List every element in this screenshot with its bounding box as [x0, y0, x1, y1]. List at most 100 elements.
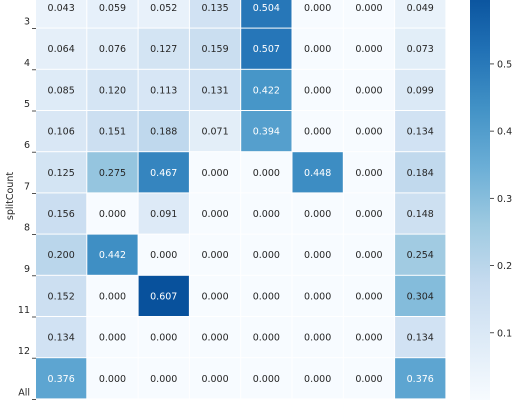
- heatmap-cell: [292, 234, 343, 275]
- heatmap-cell: [36, 275, 87, 316]
- cell-value-label: 0.000: [99, 291, 126, 302]
- heatmap-cell: [138, 234, 189, 275]
- heatmap-cell: [189, 193, 241, 234]
- colorbar-gradient: [470, 0, 490, 400]
- heatmap-cell: [36, 0, 87, 28]
- cell-value-label: 0.000: [201, 209, 228, 220]
- heatmap-cell: [241, 111, 292, 152]
- cell-value-label: 0.000: [355, 209, 382, 220]
- heatmap-cell: [138, 111, 189, 152]
- y-tick-label: 7: [24, 181, 30, 192]
- heatmap-cell: [343, 317, 395, 358]
- cell-value-label: 0.275: [99, 168, 126, 179]
- cell-value-label: 0.099: [407, 85, 434, 96]
- heatmap-cell: [138, 317, 189, 358]
- cell-value-label: 0.135: [201, 3, 228, 14]
- heatmap-cell: [395, 28, 446, 69]
- heatmap-cell: [87, 152, 138, 193]
- y-tick-label: 12: [18, 346, 30, 357]
- heatmap-cell: [189, 358, 241, 399]
- cell-value-label: 0.000: [304, 250, 331, 261]
- heatmap-cell: [241, 152, 292, 193]
- heatmap-cell: [343, 275, 395, 316]
- heatmap-cell: [36, 111, 87, 152]
- cell-value-label: 0.000: [201, 374, 228, 385]
- heatmap-cell: [36, 69, 87, 110]
- cell-value-label: 0.000: [304, 3, 331, 14]
- y-tick-label: 3: [24, 17, 30, 28]
- heatmap-cell: [87, 69, 138, 110]
- heatmap-cell: [87, 193, 138, 234]
- cell-value-label: 0.000: [355, 44, 382, 55]
- heatmap-cell: [241, 69, 292, 110]
- heatmap-cell: [395, 0, 446, 28]
- cell-value-label: 0.156: [48, 209, 75, 220]
- cell-value-label: 0.442: [99, 250, 126, 261]
- cell-value-label: 0.254: [407, 250, 434, 261]
- cell-value-label: 0.125: [48, 168, 75, 179]
- heatmap-cell: [292, 69, 343, 110]
- heatmap-cell: [87, 317, 138, 358]
- cell-value-label: 0.120: [99, 85, 126, 96]
- heatmap-cell: [138, 152, 189, 193]
- cell-value-label: 0.076: [99, 44, 126, 55]
- heatmap-cell: [343, 69, 395, 110]
- cell-value-label: 0.113: [150, 85, 177, 96]
- colorbar-tick-label: 0.2: [497, 261, 512, 272]
- heatmap-cell: [138, 275, 189, 316]
- cell-value-label: 0.467: [150, 168, 177, 179]
- cell-value-label: 0.394: [253, 127, 280, 138]
- heatmap-cell: [138, 69, 189, 110]
- cell-value-label: 0.064: [48, 44, 75, 55]
- heatmap-cell: [87, 28, 138, 69]
- cell-value-label: 0.043: [48, 3, 75, 14]
- heatmap-cell: [87, 234, 138, 275]
- cell-value-label: 0.504: [253, 3, 280, 14]
- heatmap-cell: [36, 152, 87, 193]
- heatmap-cell: [395, 317, 446, 358]
- cell-value-label: 0.000: [355, 291, 382, 302]
- heatmap-cell: [343, 28, 395, 69]
- cell-value-label: 0.152: [48, 291, 75, 302]
- colorbar-tick-label: 0.5: [497, 59, 512, 70]
- cell-value-label: 0.000: [355, 168, 382, 179]
- cell-value-label: 0.000: [99, 333, 126, 344]
- heatmap-cell: [87, 275, 138, 316]
- cell-value-label: 0.304: [407, 291, 434, 302]
- cell-value-label: 0.000: [201, 168, 228, 179]
- heatmap-cell: [138, 28, 189, 69]
- y-tick-label: 6: [24, 140, 30, 151]
- heatmap-cell: [292, 0, 343, 28]
- heatmap-cells: 0.043 0.059 0.052 0.135 0.504 0.000 0.000 0.049…: [36, 0, 446, 399]
- heatmap-cell: [241, 234, 292, 275]
- heatmap-cell: [189, 111, 241, 152]
- heatmap-cell: [343, 0, 395, 28]
- cell-value-label: 0.000: [355, 333, 382, 344]
- heatmap-cell: [189, 317, 241, 358]
- heatmap-cell: [395, 69, 446, 110]
- heatmap-cell: [138, 193, 189, 234]
- colorbar-tick-label: 0.1: [497, 328, 512, 339]
- heatmap-cell: [395, 234, 446, 275]
- heatmap-cell: [189, 152, 241, 193]
- cell-value-label: 0.049: [407, 3, 434, 14]
- cell-value-label: 0.200: [48, 250, 75, 261]
- y-axis-label: splitCount: [5, 172, 16, 220]
- cell-value-label: 0.073: [407, 44, 434, 55]
- heatmap-cell: [241, 275, 292, 316]
- cell-value-label: 0.000: [304, 291, 331, 302]
- heatmap-cell: [36, 234, 87, 275]
- cell-value-label: 0.000: [201, 333, 228, 344]
- y-tick-label: 9: [24, 264, 30, 275]
- cell-value-label: 0.151: [99, 127, 126, 138]
- cell-value-label: 0.000: [150, 250, 177, 261]
- cell-value-label: 0.000: [99, 374, 126, 385]
- cell-value-label: 0.071: [201, 127, 228, 138]
- heatmap-cell: [292, 193, 343, 234]
- heatmap-cell: [343, 358, 395, 399]
- y-axis: 3 4 5 6 7 8 9 11 12 All: [18, 17, 36, 400]
- colorbar-tick-label: 0.4: [497, 127, 512, 138]
- cell-value-label: 0.134: [48, 333, 75, 344]
- heatmap-cell: [189, 234, 241, 275]
